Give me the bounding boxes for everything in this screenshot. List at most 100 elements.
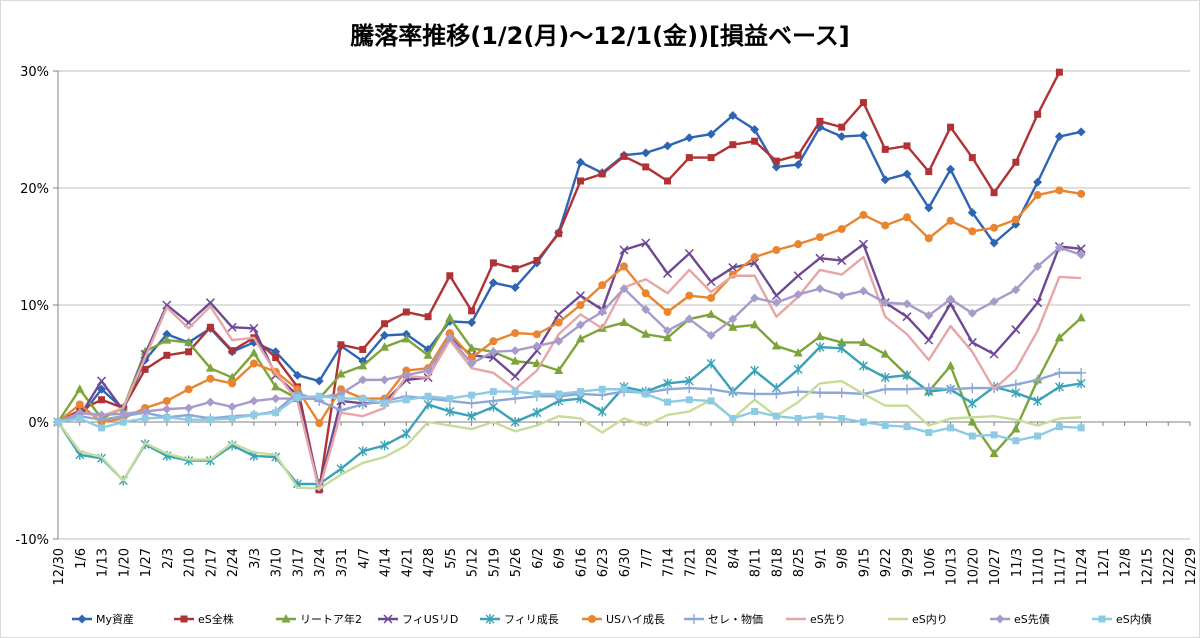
data-point	[510, 282, 520, 292]
data-point	[924, 203, 934, 213]
data-point	[337, 341, 345, 349]
x-tick-label: 7/14	[662, 548, 677, 577]
x-tick-label: 10/20	[966, 548, 981, 585]
data-point	[750, 253, 759, 262]
data-point	[1077, 424, 1085, 432]
data-point	[967, 208, 977, 218]
x-tick-label: 9/15	[857, 548, 872, 577]
data-point	[424, 392, 432, 400]
legend-label: リートア年2	[300, 612, 362, 626]
data-point	[837, 291, 847, 301]
data-point	[162, 404, 172, 414]
data-point	[815, 233, 824, 242]
data-point	[903, 142, 911, 150]
data-point	[858, 360, 868, 371]
chart-title: 騰落率推移(1/2(月)～12/1(金))[損益ベース]	[350, 22, 850, 50]
data-point	[947, 123, 955, 131]
x-tick-label: 11/3	[1010, 548, 1025, 577]
data-point	[990, 189, 998, 197]
data-point	[359, 345, 367, 353]
legend-label: セレ・物価	[708, 612, 763, 626]
data-point	[1011, 424, 1021, 433]
data-point	[968, 227, 977, 236]
data-point	[858, 239, 868, 249]
data-point	[489, 388, 497, 396]
data-point	[1011, 285, 1021, 295]
data-point	[967, 398, 977, 409]
x-tick-label: 3/3	[248, 548, 263, 569]
data-point	[685, 154, 693, 162]
data-point	[685, 291, 694, 300]
data-point	[967, 308, 977, 318]
data-point	[815, 331, 825, 341]
x-tick-label: 12/15	[1140, 548, 1155, 585]
data-point	[902, 299, 912, 309]
data-point	[383, 614, 393, 624]
data-point	[598, 385, 606, 393]
series	[57, 255, 1082, 492]
data-point	[793, 386, 804, 397]
data-point	[249, 396, 259, 406]
legend-item: フィリ成長	[480, 613, 559, 626]
data-point	[402, 308, 410, 316]
data-point	[555, 390, 563, 398]
data-point	[205, 298, 215, 308]
data-point	[446, 395, 454, 403]
legend-item: リートア年2	[276, 612, 362, 626]
x-tick-label: 7/7	[640, 548, 655, 569]
data-point	[989, 296, 999, 306]
data-point	[707, 293, 716, 302]
data-point	[924, 311, 934, 321]
data-point	[281, 614, 291, 623]
data-point	[141, 414, 149, 422]
y-tick-label: 0%	[28, 416, 49, 431]
data-point	[533, 390, 541, 398]
data-point	[98, 396, 106, 404]
data-point	[402, 366, 411, 375]
data-point	[467, 411, 477, 422]
data-point	[511, 265, 519, 273]
data-point	[881, 145, 889, 153]
x-tick-label: 2/17	[204, 548, 219, 577]
data-point	[902, 169, 912, 179]
data-point	[995, 614, 1005, 624]
data-point	[706, 309, 716, 318]
data-point	[359, 395, 367, 403]
data-point	[423, 366, 433, 376]
data-point	[511, 388, 519, 396]
data-point	[859, 210, 868, 219]
data-point	[555, 230, 563, 238]
data-point	[750, 319, 760, 329]
x-tick-label: 6/9	[553, 548, 568, 569]
data-point	[663, 141, 673, 151]
data-point	[858, 286, 868, 296]
data-point	[466, 398, 477, 409]
data-point	[488, 278, 498, 288]
data-point	[532, 346, 542, 356]
data-point	[728, 314, 738, 324]
data-point	[946, 360, 956, 370]
data-point	[816, 412, 824, 420]
x-tick-label: 2/3	[161, 548, 176, 569]
data-point	[575, 157, 585, 167]
legend-item: eS先り	[786, 613, 846, 626]
x-tick-label: 2/24	[226, 548, 241, 577]
data-point	[119, 418, 127, 426]
data-point	[793, 160, 803, 170]
data-point	[924, 335, 934, 345]
data-point	[401, 428, 411, 439]
data-point	[575, 333, 585, 343]
legend-label: USハイ成長	[606, 613, 665, 626]
data-point	[1011, 215, 1020, 224]
x-tick-label: 9/29	[901, 548, 916, 577]
data-point	[576, 177, 584, 185]
data-point	[510, 393, 521, 404]
data-point	[488, 347, 498, 357]
data-point	[510, 371, 520, 381]
y-tick-label: -10%	[15, 533, 49, 548]
data-point	[620, 262, 628, 271]
x-tick-label: 1/20	[117, 548, 132, 577]
data-point	[598, 281, 607, 290]
data-point	[750, 365, 760, 376]
data-point	[401, 370, 411, 380]
